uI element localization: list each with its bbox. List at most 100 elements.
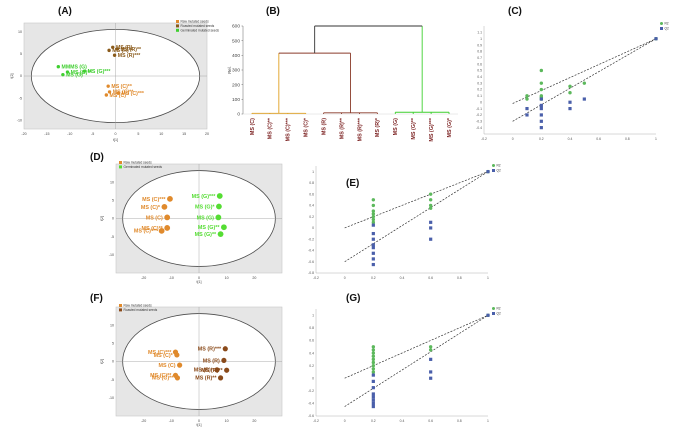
q2-point	[568, 100, 572, 104]
x-tick-label: 1	[655, 137, 657, 141]
panel-label-g: (G)	[346, 293, 361, 304]
r2-point	[371, 363, 376, 368]
score-point	[216, 193, 223, 199]
q2-point	[539, 119, 543, 123]
y-tick-label: 0	[20, 74, 22, 78]
y-tick-label: 10	[110, 323, 114, 327]
panel-label-f: (F)	[90, 293, 103, 304]
x-tick-label: 0.4	[568, 137, 573, 141]
q2-point	[371, 246, 375, 250]
x-tick-label: 0	[198, 419, 200, 423]
r2-point	[371, 357, 376, 362]
score-point	[164, 214, 171, 221]
panel-label-e: (E)	[346, 178, 360, 189]
score-point	[224, 367, 230, 373]
score-point	[221, 224, 227, 231]
x-tick-label: -10	[169, 276, 174, 280]
q2-point	[429, 220, 433, 224]
y-tick-label: 0.6	[309, 339, 314, 343]
score-point	[217, 231, 224, 238]
r2-point	[428, 345, 433, 349]
x-tick-label: -0.2	[313, 419, 319, 423]
x-tick-label: 0.4	[400, 419, 405, 423]
legend-label: Germinated mutated seeds	[181, 28, 220, 32]
point-label: MS (G)***	[192, 194, 217, 200]
legend-label: Raw mutated seeds	[124, 304, 153, 308]
y-tick-label: 0.2	[477, 88, 482, 92]
y-tick-label: 0	[312, 376, 314, 380]
q2-point	[371, 251, 375, 255]
leaf-label: MS (C)	[250, 118, 256, 135]
leaf-label: MS (G)*	[447, 117, 453, 137]
q2-point	[371, 395, 375, 399]
leaf-label: MS (G)	[393, 118, 399, 136]
point-label: MS (C)***	[134, 229, 158, 235]
y-tick-label: 500	[232, 38, 240, 44]
q2-point	[429, 237, 433, 241]
pca-score-plot-a: -20 -15 -10 -5 0 5 10 15 20 -10 -5 0 5 10 t[1] t[2] Raw …	[10, 20, 219, 142]
y-tick-label: 0.5	[477, 69, 482, 73]
r2-point	[539, 81, 544, 85]
y-tick-label: 10	[110, 180, 114, 184]
legend-swatch	[119, 161, 122, 164]
score-point	[61, 72, 65, 77]
score-point	[174, 352, 180, 358]
r2-point	[371, 354, 376, 358]
y-tick-label: 0.8	[477, 50, 482, 54]
r2-point	[428, 206, 433, 210]
r2-point	[428, 198, 433, 202]
score-point	[107, 48, 111, 53]
y-tick-label: 0.1	[477, 94, 482, 98]
r2-point	[582, 81, 587, 85]
score-point	[158, 227, 165, 234]
legend-swatch	[660, 22, 663, 25]
point-label: MS (G)	[66, 72, 83, 78]
q2-point	[539, 113, 543, 117]
score-point	[216, 203, 222, 210]
y-tick-label: -0.2	[476, 113, 482, 117]
x-tick-label: -20	[141, 419, 146, 423]
y-tick-label: 0.4	[477, 75, 482, 79]
r2-point	[371, 370, 376, 374]
r2-point	[371, 360, 376, 365]
point-label: MS (C)***	[142, 197, 166, 203]
permutation-plot-c: -0.2 0 0.2 0.4 0.6 0.8 1 -0.4 -0.3 -0.2 -0.1 0 0.1 0.…	[476, 22, 669, 141]
x-tick-label: 20	[205, 132, 209, 136]
point-label: MS (G)**	[195, 232, 217, 238]
point-label: MS (R)**	[201, 368, 223, 374]
legend-swatch	[119, 308, 122, 312]
r2-trend-line	[344, 314, 489, 379]
x-tick-label: 0.2	[539, 137, 544, 141]
point-label: MS (C)**	[152, 376, 174, 382]
legend-swatch	[119, 165, 122, 169]
x-tick-label: -20	[21, 132, 26, 136]
legend-label: Raw mutated seeds	[124, 161, 153, 165]
y-axis-label: Rel.	[227, 66, 232, 73]
x-tick-label: 0.2	[371, 276, 376, 280]
y-tick-label: -10	[109, 253, 114, 257]
r2-point	[428, 348, 433, 352]
r2-point	[371, 351, 376, 355]
point-label: MS (C)**	[113, 90, 134, 96]
q2-point	[371, 243, 375, 247]
x-tick-label: -10	[169, 419, 174, 423]
q2-point	[568, 106, 572, 111]
point-label: MS (C)	[146, 215, 163, 221]
y-tick-label: -5	[111, 235, 114, 239]
x-axis-label: t[1]	[197, 280, 202, 284]
y-tick-label: 1	[312, 170, 314, 174]
x-tick-label: 0	[344, 419, 346, 423]
point-label: MMMS (G)	[62, 65, 88, 71]
point-label: MS (G)***	[88, 69, 112, 75]
q2-point	[371, 386, 375, 390]
x-tick-label: -5	[91, 132, 94, 136]
y-tick-label: -0.6	[308, 260, 314, 264]
legend-swatch	[176, 28, 179, 32]
y-tick-label: -0.4	[308, 402, 314, 406]
score-point	[116, 91, 120, 95]
score-point	[177, 362, 183, 368]
x-tick-label: 15	[182, 132, 186, 136]
q2-point	[486, 313, 490, 317]
x-tick-label: 1	[487, 276, 489, 280]
y-tick-label: -10	[17, 118, 22, 122]
